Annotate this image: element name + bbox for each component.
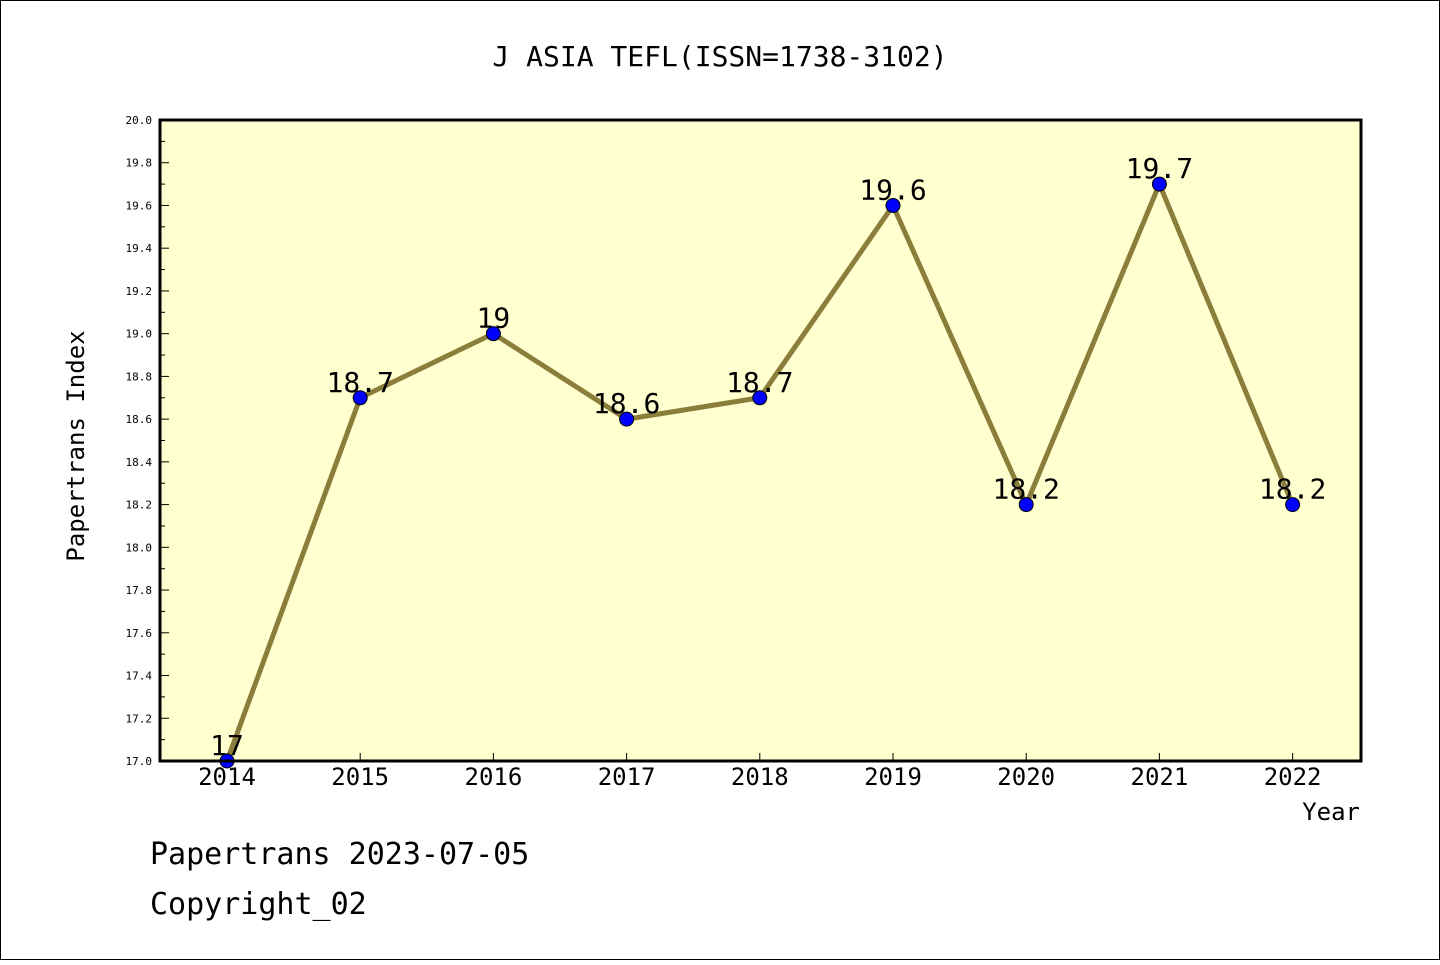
y-tick-label: 19.8: [126, 157, 153, 170]
y-tick-label: 18.6: [126, 413, 153, 426]
data-point: [1285, 497, 1301, 513]
y-tick-label: 18.8: [126, 370, 153, 383]
plot-frame: [158, 118, 1363, 763]
y-axis-label: Papertrans Index: [62, 330, 90, 561]
data-label: 18.2: [1259, 473, 1326, 506]
x-tick-label: 2018: [731, 763, 789, 791]
data-label: 18.2: [992, 473, 1059, 506]
y-tick-label: 17.0: [126, 755, 153, 768]
data-point: [1151, 176, 1167, 192]
footer-date: Papertrans 2023-07-05: [150, 837, 529, 872]
y-tick-label: 19.4: [126, 242, 153, 255]
data-label: 18.7: [726, 366, 793, 399]
y-tick-label: 17.2: [126, 712, 153, 725]
x-axis: 2014 2015 2016 2017 2018 2019 2020 2021 2022: [198, 753, 1321, 791]
data-label: 19.6: [859, 173, 926, 206]
y-tick-label: 18.2: [126, 499, 153, 512]
x-tick-label: 2017: [598, 763, 656, 791]
y-tick-label: 19.6: [126, 199, 153, 212]
chart-title: J ASIA TEFL(ISSN=1738-3102): [492, 40, 947, 73]
y-tick-label: 17.8: [126, 584, 153, 597]
data-point: [885, 197, 901, 213]
y-tick-label: 19.2: [126, 285, 153, 298]
data-point: [485, 326, 501, 342]
y-tick-label: 19.0: [126, 328, 153, 341]
data-point: [1018, 497, 1034, 513]
data-label: 17: [210, 729, 244, 762]
y-tick-label: 17.4: [126, 670, 153, 683]
x-tick-label: 2015: [331, 763, 389, 791]
data-label: 18.7: [326, 366, 393, 399]
data-point: [619, 411, 635, 427]
data-label: 19: [477, 302, 511, 335]
plot-area: [160, 120, 1361, 761]
x-tick-label: 2016: [465, 763, 523, 791]
x-axis-label: Year: [1302, 798, 1360, 826]
x-tick-label: 2022: [1264, 763, 1322, 791]
y-tick-label: 20.0: [126, 114, 153, 127]
data-point: [752, 390, 768, 406]
series-layer: 17 18.7 19 18.6 18.7 19.6 18.2 19.7 18.2: [210, 152, 1326, 769]
x-tick-label: 2021: [1131, 763, 1189, 791]
x-tick-label: 2020: [997, 763, 1055, 791]
data-label: 18.6: [593, 387, 660, 420]
y-tick-label: 18.0: [126, 541, 153, 554]
data-point: [352, 390, 368, 406]
x-tick-label: 2019: [864, 763, 922, 791]
y-tick-label: 17.6: [126, 627, 153, 640]
data-label: 19.7: [1126, 152, 1193, 185]
footer-copyright: Copyright_02: [150, 887, 367, 922]
y-tick-label: 18.4: [126, 456, 153, 469]
